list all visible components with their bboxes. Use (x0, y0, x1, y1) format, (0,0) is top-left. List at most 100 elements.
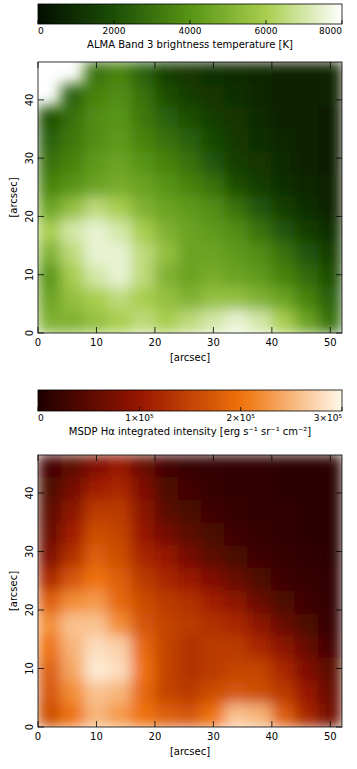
heatmap-cell (61, 568, 85, 592)
heatmap-cell (248, 265, 272, 289)
heatmap-cell (108, 591, 132, 615)
heatmap-cell (84, 129, 108, 153)
heatmap-cell (84, 636, 108, 660)
heatmap-cell (271, 84, 295, 108)
heatmap-cell (108, 310, 132, 333)
heatmap-cell (131, 681, 155, 705)
heatmap-cell (108, 197, 132, 221)
heatmap-cell (178, 704, 202, 727)
heatmap-cell (201, 613, 225, 637)
heatmap-cell (61, 613, 85, 637)
heatmap-cell (178, 197, 202, 221)
heatmap-cell (225, 197, 249, 221)
y-tick (336, 668, 342, 669)
x-tick-label: 30 (207, 337, 220, 348)
heatmap-cell (201, 545, 225, 569)
heatmap-cell (318, 220, 342, 244)
x-tick (38, 721, 39, 727)
heatmap-cell (271, 591, 295, 615)
x-tick (213, 455, 214, 461)
heatmap-cell (108, 62, 132, 85)
y-axis-label: [arcsec] (8, 571, 19, 611)
heatmap-cell (295, 152, 319, 176)
colorbar-tick-label: 2×10⁵ (227, 413, 256, 423)
heatmap-cell (154, 681, 178, 705)
heatmap-cell (178, 659, 202, 683)
x-tick-label: 0 (35, 337, 41, 348)
heatmap-cell (38, 220, 62, 244)
heatmap-cell (201, 84, 225, 108)
panel: 01×10⁵2×10⁵3×10⁵MSDP Hα integrated inten… (8, 390, 343, 757)
y-tick (38, 551, 44, 552)
plot-background (38, 62, 342, 333)
heatmap-cell (201, 500, 225, 524)
colorbar-tick (114, 20, 115, 24)
heatmap-cell (61, 310, 85, 333)
heatmap-cell (178, 523, 202, 547)
heatmap-cell (295, 174, 319, 198)
heatmap-cell (108, 681, 132, 705)
heatmap-cell (201, 265, 225, 289)
x-tick-label: 50 (324, 731, 337, 742)
heatmap-cell (84, 174, 108, 198)
heatmap-cell (225, 62, 249, 85)
heatmap-cell (225, 152, 249, 176)
heatmap-cell (295, 591, 319, 615)
y-tick (38, 99, 44, 100)
heatmap-cell (295, 704, 319, 727)
heatmap-cell (318, 265, 342, 289)
heatmap-cell (84, 197, 108, 221)
heatmap-cell (271, 659, 295, 683)
heatmap-cell (108, 174, 132, 198)
x-tick (271, 455, 272, 461)
heatmap-cell (318, 659, 342, 683)
heatmap-cell (154, 242, 178, 266)
heatmap-cell (248, 152, 272, 176)
x-tick (154, 455, 155, 461)
heatmap-cell (178, 84, 202, 108)
heatmap-cell (271, 523, 295, 547)
heatmap-cell (201, 242, 225, 266)
heatmap-cell (248, 500, 272, 524)
heatmap-cell (84, 287, 108, 311)
heatmap-cell (84, 477, 108, 501)
heatmap-cell (225, 174, 249, 198)
heatmap-cell (38, 681, 62, 705)
heatmap-cell (131, 197, 155, 221)
heatmap-cell (295, 523, 319, 547)
heatmap-cell (84, 152, 108, 176)
heatmap-cell (271, 310, 295, 333)
heatmap-cell (131, 62, 155, 85)
heatmap-cell (271, 636, 295, 660)
heatmap-cell (108, 659, 132, 683)
x-tick (38, 62, 39, 68)
heatmap-cell (131, 636, 155, 660)
heatmap-cell (108, 152, 132, 176)
heatmap-cell (318, 545, 342, 569)
x-axis-label: [arcsec] (170, 352, 210, 363)
heatmap-cell (154, 107, 178, 131)
colorbar-tick-label: 0 (38, 26, 44, 36)
heatmap-cell (225, 613, 249, 637)
heatmap-cell (61, 174, 85, 198)
x-tick-label: 50 (324, 337, 337, 348)
heatmap-cell (178, 152, 202, 176)
heatmap-cell (271, 107, 295, 131)
y-tick (336, 333, 342, 334)
x-tick-label: 10 (90, 731, 103, 742)
heatmap-cell (131, 568, 155, 592)
heatmap-cell (318, 455, 342, 478)
heatmap-cell (154, 477, 178, 501)
colorbar-tick (240, 407, 241, 411)
x-tick-label: 0 (35, 731, 41, 742)
heatmap-cell (318, 174, 342, 198)
heatmap-cell (295, 129, 319, 153)
heatmap-cell (178, 568, 202, 592)
heatmap-cell (84, 545, 108, 569)
heatmap-cell (178, 500, 202, 524)
heatmap-cell (38, 591, 62, 615)
heatmap-cell (38, 265, 62, 289)
heatmap-cell (84, 591, 108, 615)
heatmap-cell (84, 107, 108, 131)
x-tick (96, 62, 97, 68)
